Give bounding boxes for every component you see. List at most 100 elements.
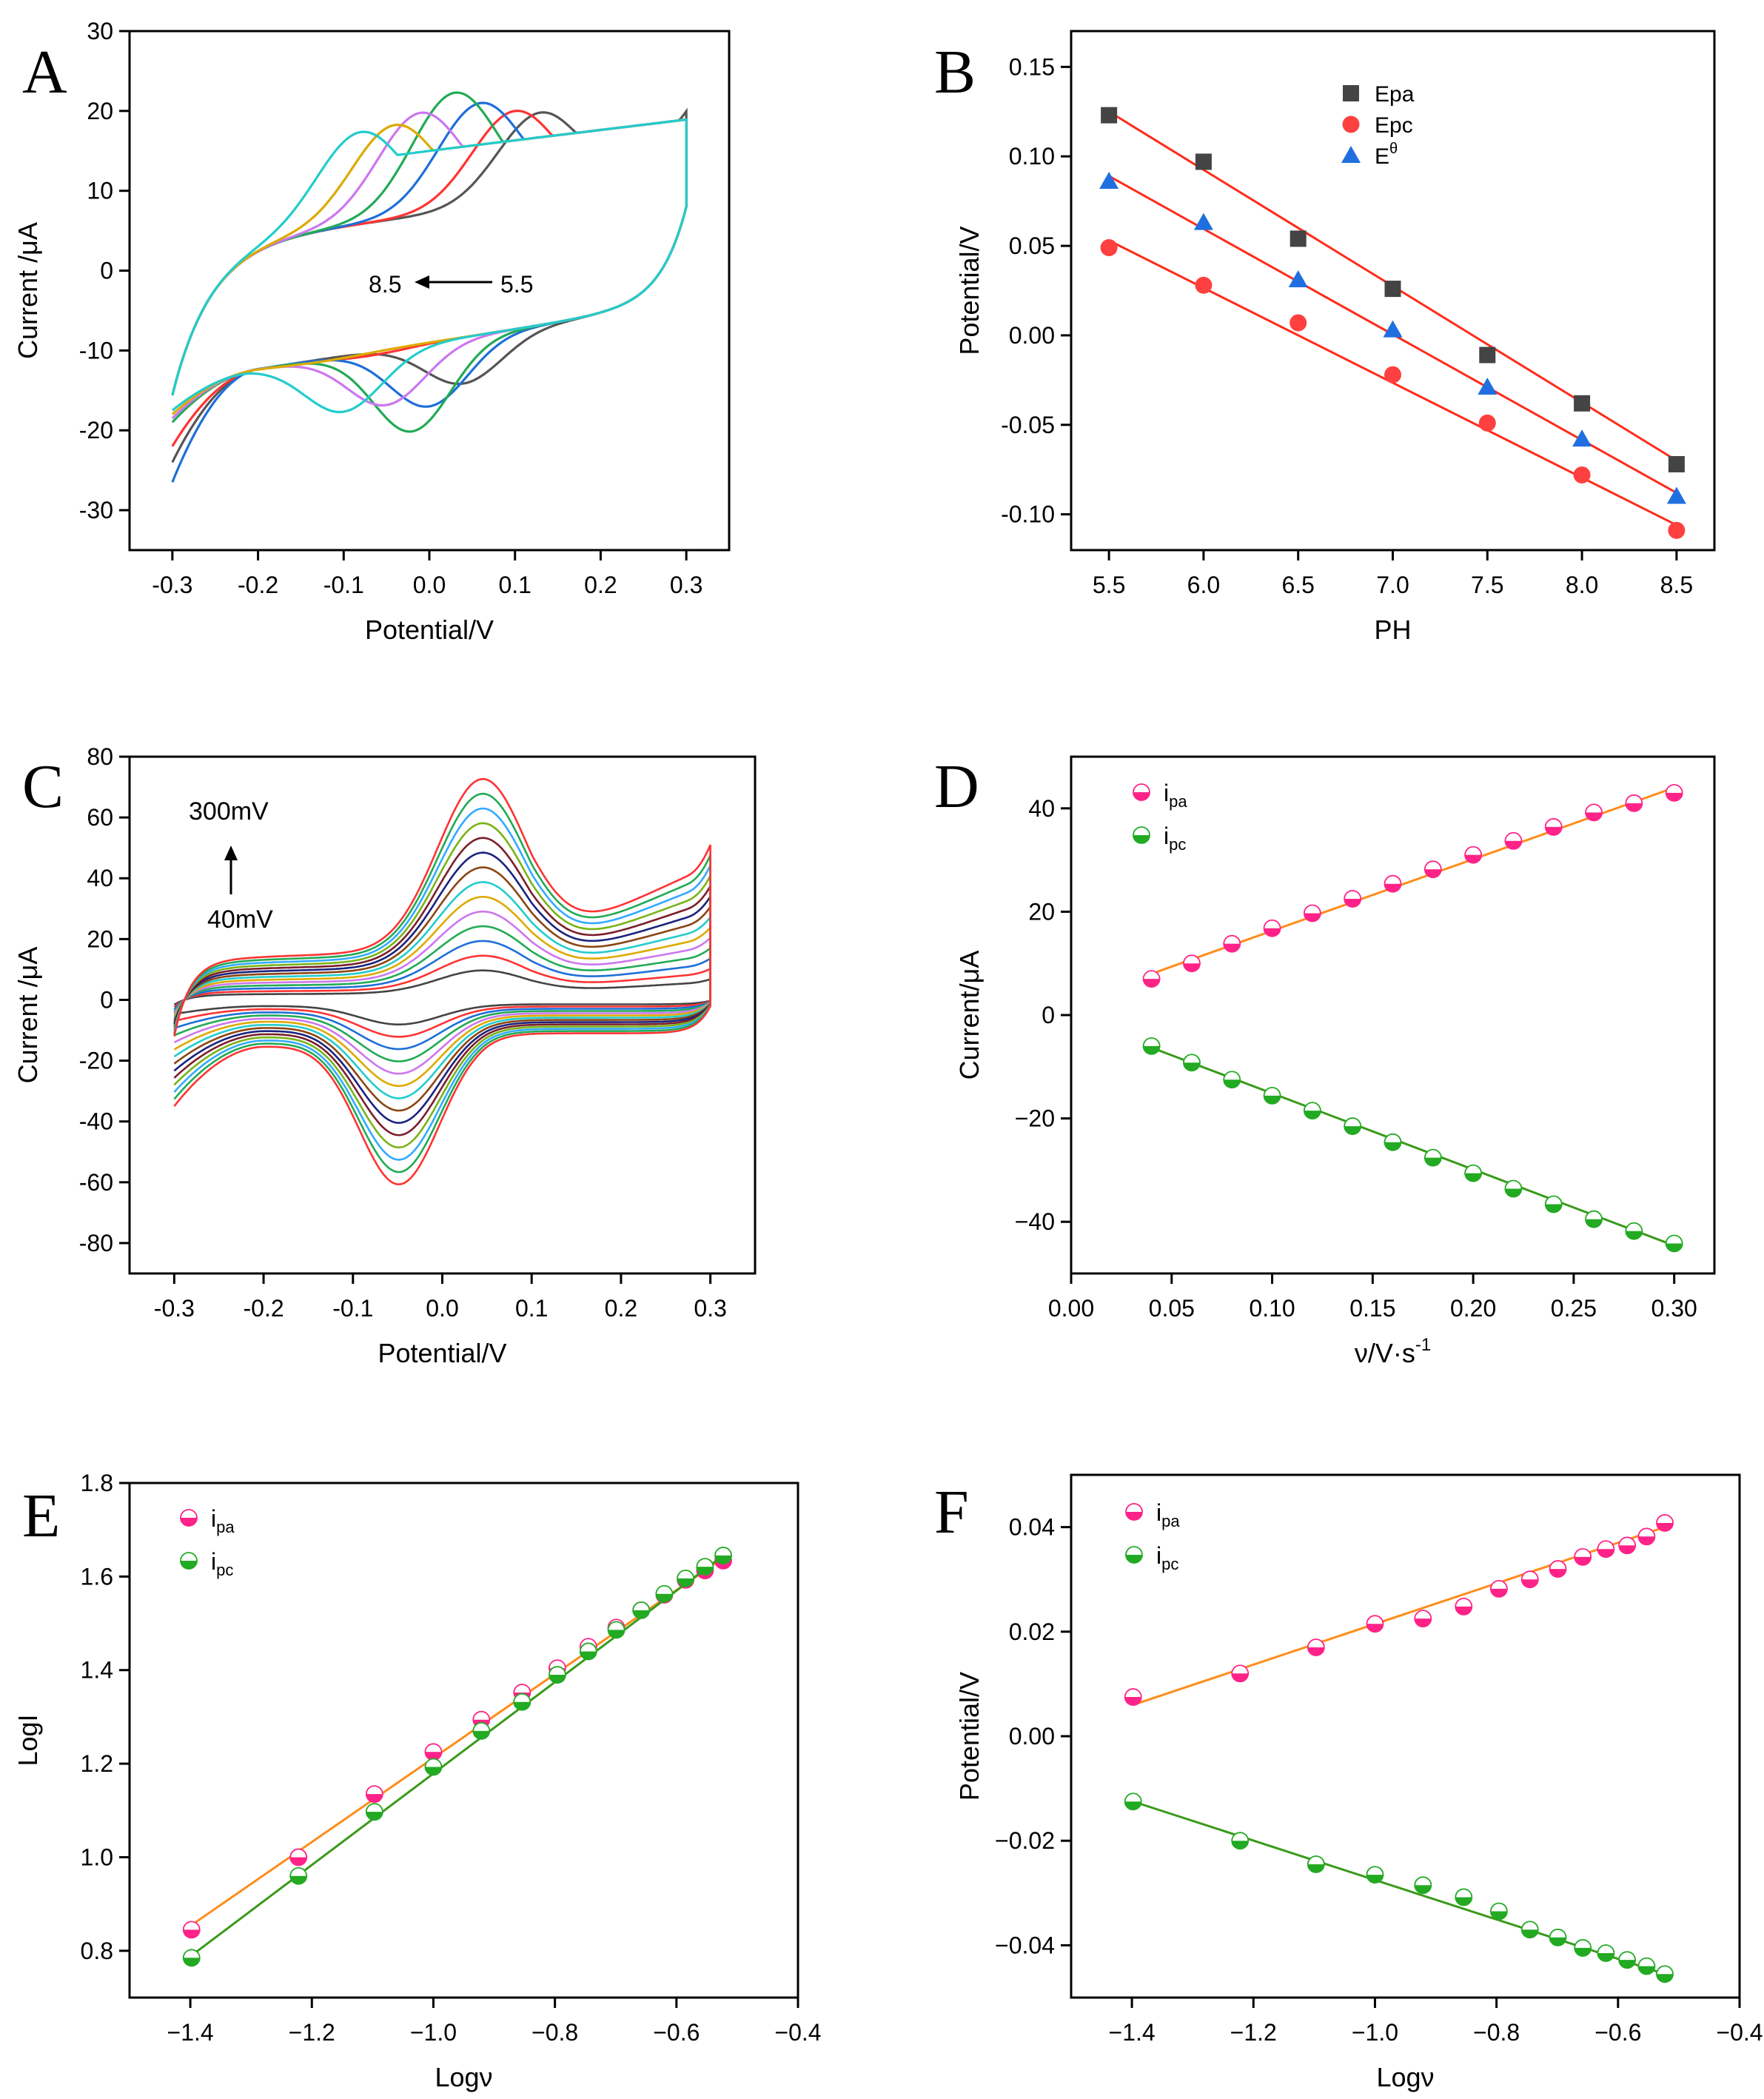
legend: ipa ipc [1133, 780, 1187, 854]
y-tick-label: -20 [79, 417, 113, 443]
data-point [1100, 238, 1118, 256]
data-point [1288, 270, 1308, 287]
x-tick-label: −1.0 [1352, 2019, 1398, 2046]
data-point [1504, 1179, 1523, 1198]
y-tick-label: -60 [79, 1169, 113, 1196]
scanrate-annotation: 300mV 40mV [189, 797, 273, 934]
x-tick-label: 0.2 [605, 1295, 637, 1322]
data-point [1665, 783, 1683, 802]
data-point [1625, 794, 1643, 812]
panel-letter: A [22, 38, 67, 107]
legend-label-sup: θ [1389, 141, 1398, 157]
y-axis-label: Current/μA [954, 951, 985, 1080]
legend-label: ipc [1156, 1542, 1178, 1573]
legend-label: Eθ [1375, 141, 1398, 169]
data-point [1479, 347, 1496, 364]
data-point [1637, 1957, 1656, 1975]
data-point [1303, 904, 1321, 923]
data-point [1520, 1921, 1539, 1939]
legend-marker [1343, 85, 1359, 101]
data-point [182, 1921, 201, 1939]
x-tick-label: 0.0 [426, 1295, 458, 1322]
y-tick-label: −0.02 [995, 1827, 1055, 1854]
data-point [1307, 1855, 1325, 1873]
legend-label-sub: pa [1169, 792, 1187, 811]
data-point [1549, 1928, 1567, 1946]
x-axis-label: Logν [435, 2062, 492, 2092]
data-point [607, 1621, 626, 1639]
data-point [1290, 230, 1307, 247]
x-tick-label: 8.0 [1566, 572, 1598, 598]
data-point [1573, 466, 1591, 483]
plot-frame [128, 30, 731, 552]
y-tick-label: -0.05 [1001, 412, 1055, 438]
legend-label: ipa [211, 1505, 235, 1536]
data-point [1656, 1965, 1674, 1983]
x-tick-label: 0.20 [1450, 1295, 1496, 1322]
data-point [365, 1785, 383, 1804]
legend-label: ipc [211, 1548, 233, 1579]
y-tick-label: 10 [87, 178, 113, 204]
data-point [1384, 1133, 1402, 1151]
data-point [1195, 276, 1213, 294]
data-point [424, 1743, 443, 1761]
legend-label-sub: pc [1169, 835, 1186, 854]
x-axis-label: Potential/V [365, 615, 494, 645]
x-tick-label: 6.5 [1281, 572, 1314, 598]
data-point [1183, 954, 1201, 973]
x-tick-label: -0.3 [154, 1295, 195, 1322]
data-point [1223, 1071, 1241, 1089]
y-tick-label: 0.05 [1009, 232, 1055, 259]
legend: ipa ipc [180, 1505, 235, 1579]
data-point [1099, 172, 1119, 190]
x-tick-label: 7.0 [1376, 572, 1409, 598]
x-tick-label: 0.0 [413, 572, 446, 598]
data-point [1384, 281, 1401, 298]
panel-f-potential-vs-logv: −1.4 −1.2 −1.0 −0.8 −0.6 −0.4 −0.04 −0.02 0.00 0.… [934, 1473, 1763, 2092]
y-tick-label: -80 [79, 1230, 113, 1256]
annotation-left: 8.5 [369, 271, 401, 298]
y-tick-label: −40 [1015, 1208, 1055, 1235]
cv-curves [171, 91, 688, 483]
data-point [1231, 1832, 1250, 1850]
data-point [1414, 1610, 1432, 1628]
x-tick-label: −0.6 [653, 2019, 700, 2046]
panel-b-potential-vs-ph: 5.5 6.0 6.5 7.0 7.5 8.0 8.5 -0.10 -0.05 0.00 0.05 0… [934, 30, 1716, 645]
x-tick-label: 8.5 [1660, 572, 1693, 598]
panel-letter: C [22, 752, 64, 821]
cv-curve-2 [171, 101, 688, 483]
data-point [1478, 378, 1498, 395]
cv-curve-3 [171, 91, 688, 433]
x-tick-label: −0.8 [531, 2019, 578, 2046]
data-point [1303, 1102, 1321, 1120]
series-2-points [1099, 172, 1686, 504]
y-tick-label: 0.15 [1009, 53, 1055, 80]
y-axis-label: Potential/V [954, 226, 985, 355]
cv-curves [173, 777, 711, 1185]
data-point [289, 1848, 308, 1867]
x-tick-label: 0.2 [584, 572, 617, 598]
x-axis-label-sup: -1 [1415, 1335, 1431, 1355]
series-0-points [1101, 107, 1685, 472]
data-point [1423, 860, 1442, 879]
y-axis-label: Current /μA [13, 222, 43, 359]
data-point [632, 1601, 651, 1619]
data-point [1414, 1876, 1432, 1895]
series-group [1099, 107, 1686, 539]
data-point [1223, 934, 1241, 953]
axes: −1.4 −1.2 −1.0 −0.8 −0.6 −0.4 −0.04 −0.02 0.00 0.… [954, 1473, 1763, 2092]
legend-label: ipc [1164, 823, 1186, 854]
x-tick-label: 7.5 [1471, 572, 1503, 598]
series-group [182, 1547, 732, 1967]
y-axis-label: Potential/V [954, 1672, 985, 1801]
y-tick-label: 1.6 [81, 1563, 113, 1590]
data-point [1665, 1234, 1683, 1253]
y-tick-label: 80 [87, 743, 113, 770]
x-tick-label: 0.05 [1149, 1295, 1195, 1322]
data-point [549, 1666, 566, 1684]
data-point [1231, 1664, 1250, 1683]
axes: -0.3 -0.2 -0.1 0.0 0.1 0.2 0.3 -30 -20 -10 0 10 20 30… [13, 18, 731, 645]
data-point [1307, 1638, 1325, 1656]
x-tick-label: -0.1 [332, 1295, 373, 1322]
